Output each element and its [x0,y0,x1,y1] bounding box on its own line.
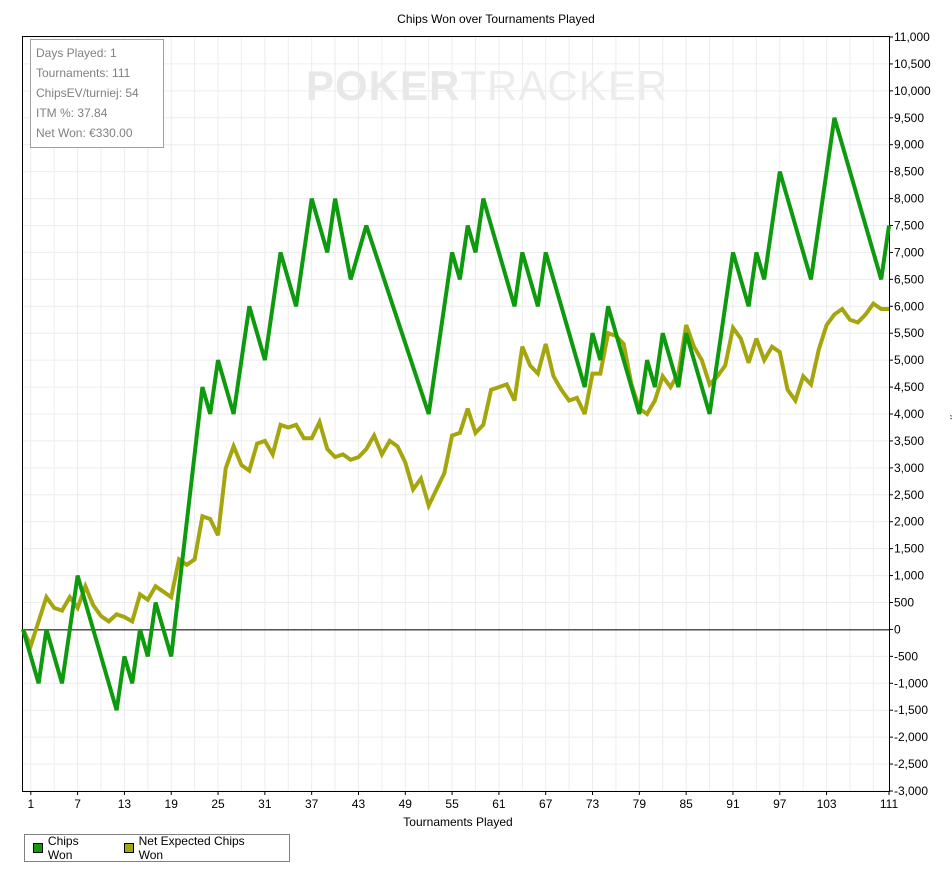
x-tick-label: 37 [305,797,319,811]
legend-item-net-expected: Net Expected Chips Won [123,834,271,862]
x-tick-label: 67 [539,797,553,811]
y-tick-label: 0 [894,622,901,636]
y-tick-label: 3,500 [894,434,924,448]
stat-chipsev: ChipsEV/turniej: 54 [36,86,139,100]
y-tick-label: 10,000 [894,84,931,98]
stat-tournaments: Tournaments: 111 [36,66,131,80]
legend-label-chips-won: Chips Won [47,834,79,862]
legend-item-chips-won: Chips Won [33,834,106,862]
legend-label-net-expected: Net Expected Chips Won [138,834,245,862]
x-tick-label: 25 [211,797,225,811]
x-tick-label: 97 [773,797,787,811]
stats-summary-box: Days Played: 1 Tournaments: 111 ChipsEV/… [30,39,164,148]
y-tick-label: 4,500 [894,380,924,394]
series-line-chips-won [21,117,891,711]
stat-days-played: Days Played: 1 [36,46,117,60]
y-tick-label: 11,000 [894,30,930,44]
series-lines [21,117,891,711]
x-tick-label: 19 [165,797,179,811]
y-axis-label: # [947,415,952,422]
pokertracker-watermark-logo: POKERTRACKER [306,62,669,109]
y-tick-label: 1,500 [894,542,924,556]
y-tick-label: 3,000 [894,461,924,475]
y-tick-label: 9,000 [894,138,924,152]
legend: Chips Won Net Expected Chips Won [24,834,290,862]
y-tick-label: -2,000 [894,730,928,744]
x-tick-label: 91 [726,797,740,811]
stat-net-won: Net Won: €330.00 [36,126,133,140]
stat-itm: ITM %: 37.84 [36,106,108,120]
y-tick-label: -1,000 [894,676,928,690]
y-tick-label: 7,000 [894,245,924,259]
y-tick-label: 2,000 [894,515,924,529]
series-line-net-expected-chips-won [21,300,889,651]
y-tick-label: 6,500 [894,272,924,286]
y-tick-label: 8,000 [894,192,924,206]
x-tick-label: 85 [679,797,693,811]
x-tick-label: 1 [27,797,34,811]
y-tick-label: -2,500 [894,757,928,771]
axes: 1 7 13 19 25 31 37 43 49 55 61 67 73 79 85 91 97 103 111-3… [23,30,931,811]
x-tick-label: 73 [586,797,600,811]
y-tick-label: -3,000 [894,784,928,798]
y-tick-label: 10,500 [894,57,931,71]
x-tick-label: 111 [880,797,899,811]
x-tick-label: 7 [74,797,81,811]
x-tick-label: 43 [352,797,366,811]
x-tick-label: 49 [399,797,413,811]
y-tick-label: 4,000 [894,407,924,421]
grid [23,36,889,792]
x-tick-label: 79 [633,797,647,811]
y-tick-label: 1,000 [894,569,924,583]
x-tick-label: 103 [817,797,837,811]
x-tick-label: 31 [258,797,272,811]
legend-swatch-chips-won [33,843,43,853]
x-tick-label: 55 [445,797,459,811]
y-tick-label: -1,500 [894,703,928,717]
x-tick-label: 13 [118,797,132,811]
y-tick-label: 500 [894,596,914,610]
y-tick-label: 9,500 [894,111,924,125]
y-tick-label: 8,500 [894,165,924,179]
y-tick-label: -500 [894,649,918,663]
y-tick-label: 2,500 [894,488,924,502]
legend-swatch-net-expected [123,843,134,853]
x-axis-label: Tournaments Played [403,815,512,829]
y-tick-label: 7,500 [894,219,924,233]
y-tick-label: 6,000 [894,299,924,313]
x-tick-label: 61 [492,797,506,811]
chart-title: Chips Won over Tournaments Played [397,12,595,26]
y-tick-label: 5,500 [894,326,924,340]
y-tick-label: 5,000 [894,353,924,367]
